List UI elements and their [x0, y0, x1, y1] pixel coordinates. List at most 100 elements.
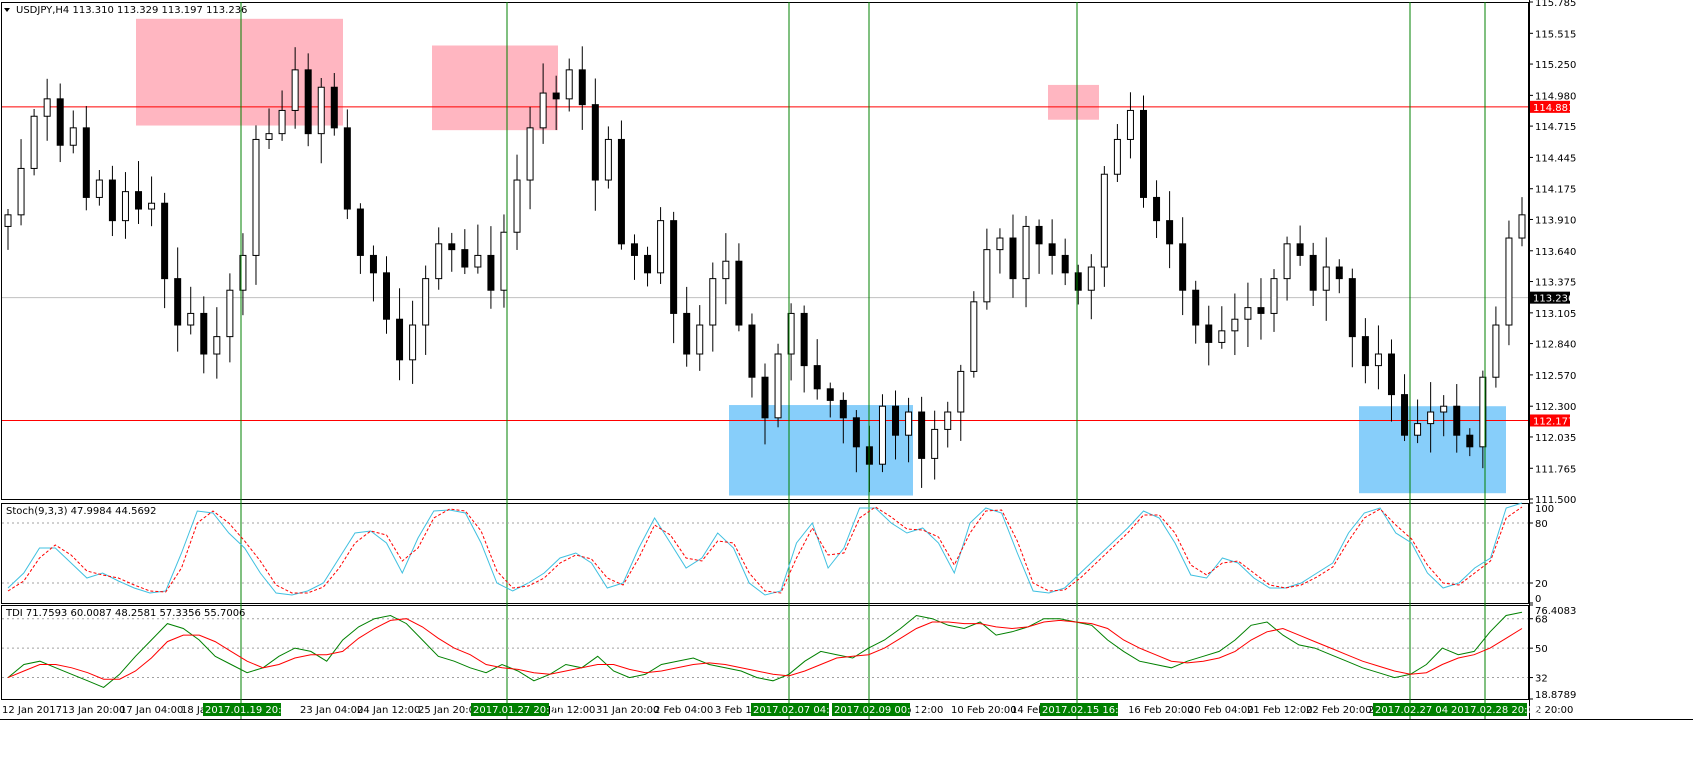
- candle-body: [722, 260, 730, 280]
- candle-body: [539, 92, 547, 129]
- candle-body: [1505, 237, 1513, 326]
- candle-body: [461, 249, 469, 268]
- time-label: 17 Jan 04:00: [120, 705, 183, 716]
- candle-body: [761, 376, 769, 419]
- series-red-line: [7, 618, 1523, 680]
- candle-body: [500, 231, 508, 291]
- candle-body: [187, 312, 195, 326]
- candle-body: [957, 370, 965, 413]
- panel-frame-1: [1, 2, 1529, 500]
- candle-body: [1414, 423, 1422, 436]
- candle-body: [1440, 405, 1448, 413]
- time-label: Jan 12:00: [547, 705, 595, 716]
- candle-body: [43, 98, 51, 117]
- candle-body: [448, 243, 456, 251]
- series-main-line: [7, 502, 1523, 596]
- candle-body: [1361, 336, 1369, 367]
- candle-body: [1453, 405, 1461, 436]
- candle-body: [1335, 266, 1343, 280]
- price-chart-title: USDJPY,H4 113.310 113.329 113.197 113.23…: [16, 5, 247, 16]
- candle-body: [30, 115, 38, 169]
- indicator-tick-label: 18.8789: [1535, 690, 1576, 701]
- candle-body: [1166, 220, 1174, 245]
- candle-body: [1492, 324, 1500, 378]
- price-tick-label: 112.300: [1535, 402, 1576, 413]
- candle-body: [135, 191, 143, 210]
- candle-body: [1126, 109, 1134, 140]
- price-tick-label: 113.910: [1535, 215, 1576, 226]
- dropdown-icon: [4, 8, 10, 12]
- time-highlight-label: 2017.02.28 20:00: [1451, 705, 1540, 716]
- zone-resistance-2: [432, 45, 558, 131]
- candle-body: [1087, 266, 1095, 291]
- candle-body: [252, 138, 260, 256]
- candle-body: [278, 109, 286, 135]
- candle-body: [1309, 254, 1317, 291]
- price-tick-label: 115.515: [1535, 29, 1576, 40]
- candle-body: [774, 353, 782, 419]
- candle-body: [1479, 376, 1487, 448]
- candle-body: [1322, 266, 1330, 291]
- time-highlight-bg: [203, 703, 281, 716]
- time-label: 2 20:00: [1535, 705, 1573, 716]
- candle-body: [996, 237, 1004, 251]
- candle-body: [409, 324, 417, 361]
- candle-body: [1179, 243, 1187, 291]
- candle-body: [878, 405, 886, 465]
- candle-body: [435, 243, 443, 280]
- indicator-title-2: TDI 71.7593 60.0087 48.2581 57.3356 55.7…: [5, 608, 245, 619]
- indicator-tick-label: 68: [1535, 615, 1548, 626]
- candle-body: [709, 278, 717, 326]
- indicator-panel-1: 100 80 20 0 Stoch(9,3,3) 47.9984 44.5692: [2, 502, 1554, 605]
- time-highlight-bg: [1040, 703, 1118, 716]
- candle-body: [343, 127, 351, 210]
- candle-body: [200, 312, 208, 355]
- price-line-label-2: 112.177: [1533, 416, 1574, 427]
- candle-body: [1244, 307, 1252, 320]
- time-label: 18 Jan: [181, 705, 212, 716]
- zone-resistance-3: [1048, 84, 1099, 120]
- indicator-title-1: Stoch(9,3,3) 47.9984 44.5692: [6, 506, 157, 517]
- candle-body: [630, 243, 638, 256]
- price-line-label-bg-1: [1530, 100, 1570, 113]
- series-signal-line: [7, 506, 1523, 594]
- candle-body: [1283, 243, 1291, 280]
- indicator-tick-label: 32: [1535, 674, 1548, 685]
- candle-body: [1296, 243, 1304, 256]
- time-highlight-bg: [1449, 703, 1527, 716]
- candle-body: [95, 179, 103, 198]
- price-line-label-1: 114.881: [1533, 103, 1574, 114]
- price-tick-label: 114.175: [1535, 185, 1576, 196]
- price-tick-label: 113.375: [1535, 278, 1576, 289]
- candle-body: [1374, 353, 1382, 367]
- candle-body: [121, 191, 129, 222]
- candle-body: [552, 92, 560, 100]
- panel-frame-2: [1, 503, 1529, 604]
- price-line-label-3: 113.236: [1533, 294, 1574, 305]
- candle-body: [565, 69, 573, 100]
- price-tick-label: 113.105: [1535, 309, 1576, 320]
- candle-body: [1387, 353, 1395, 396]
- candle-body: [657, 220, 665, 274]
- candle-body: [330, 86, 338, 129]
- candle-body: [813, 365, 821, 390]
- indicator-tick-label: 50: [1535, 644, 1548, 655]
- time-label: 21 Feb 12:00: [1247, 705, 1313, 716]
- candle-body: [1218, 330, 1226, 343]
- candle-body: [226, 289, 234, 338]
- time-label: 16 Feb 20:00: [1128, 705, 1194, 716]
- time-label: 3 Feb 12: [715, 705, 758, 716]
- time-highlight-label: 2017.01.19 20:00: [205, 705, 294, 716]
- candle-body: [17, 167, 25, 216]
- candle-body: [56, 98, 64, 146]
- candle-body: [213, 336, 221, 355]
- candle-body: [1035, 225, 1043, 245]
- candle-body: [239, 254, 247, 291]
- candle-body: [291, 69, 299, 111]
- time-highlight-bg: [832, 703, 910, 716]
- candle-body: [396, 318, 404, 361]
- series-green-line: [7, 611, 1523, 688]
- candle-body: [304, 69, 312, 135]
- time-highlight-label: 2017.02.07 04:00: [753, 705, 842, 716]
- price-line-label-bg-2: [1530, 414, 1570, 427]
